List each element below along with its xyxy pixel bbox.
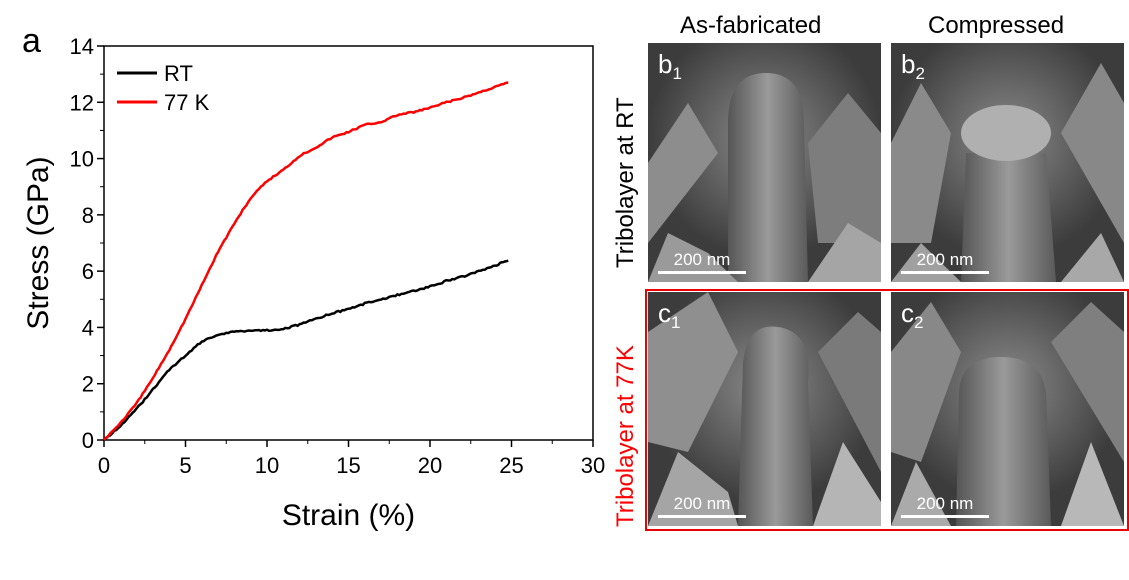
sem-image-b1: b1 200 nm [648, 43, 881, 282]
row-header-rt: Tribolayer at RT [612, 97, 639, 268]
legend-label-rt: RT [164, 61, 193, 86]
x-axis-label: Strain (%) [282, 499, 415, 532]
scale-bar-c1: 200 nm [658, 494, 746, 518]
y-tick-label: 0 [82, 428, 94, 453]
series-line-rt [103, 259, 509, 441]
sem-image-b2: b2 200 nm [891, 43, 1124, 282]
y-tick-label: 4 [82, 315, 94, 340]
sem-image-c2: c2 200 nm [891, 292, 1124, 526]
sem-image-c1: c1 200 nm [648, 292, 881, 526]
y-tick-label: 6 [82, 259, 94, 284]
y-tick-label: 2 [82, 372, 94, 397]
scale-bar-c2: 200 nm [901, 494, 989, 518]
scale-bar-b2: 200 nm [901, 250, 989, 274]
legend-label-77k: 77 K [164, 90, 210, 115]
column-header-as-fabricated: As-fabricated [680, 12, 822, 39]
sem-micrograph [891, 43, 1124, 282]
x-tick-label: 5 [179, 453, 191, 478]
y-axis-label: Stress (GPa) [22, 156, 55, 329]
x-tick-label: 10 [255, 453, 279, 478]
panel-label-c1: c1 [658, 298, 681, 333]
panel-label-b1: b1 [658, 49, 682, 84]
x-tick-label: 15 [336, 453, 360, 478]
panel-label-b2: b2 [901, 49, 925, 84]
x-tick-label: 0 [98, 453, 110, 478]
x-tick-label: 25 [499, 453, 523, 478]
sem-micrograph [648, 43, 881, 282]
red-frame-77k [645, 289, 1129, 531]
y-tick-label: 10 [70, 147, 94, 172]
y-tick-label: 8 [82, 203, 94, 228]
series-line-77k [103, 81, 509, 441]
x-tick-label: 20 [418, 453, 442, 478]
sem-micrograph [891, 292, 1124, 526]
panel-a-label: a [22, 22, 41, 60]
scale-bar-b1: 200 nm [658, 250, 746, 274]
y-tick-label: 12 [70, 90, 94, 115]
y-tick-label: 14 [70, 34, 94, 59]
x-tick-label: 30 [581, 453, 605, 478]
sem-micrograph [648, 292, 881, 526]
panel-label-c2: c2 [901, 298, 924, 333]
row-header-77k: Tribolayer at 77K [612, 345, 639, 527]
column-header-compressed: Compressed [928, 12, 1065, 39]
stress-strain-chart: 0 5 10 15 20 25 30 0 2 4 6 8 10 12 14 Strain (%) Stress … [22, 34, 605, 532]
